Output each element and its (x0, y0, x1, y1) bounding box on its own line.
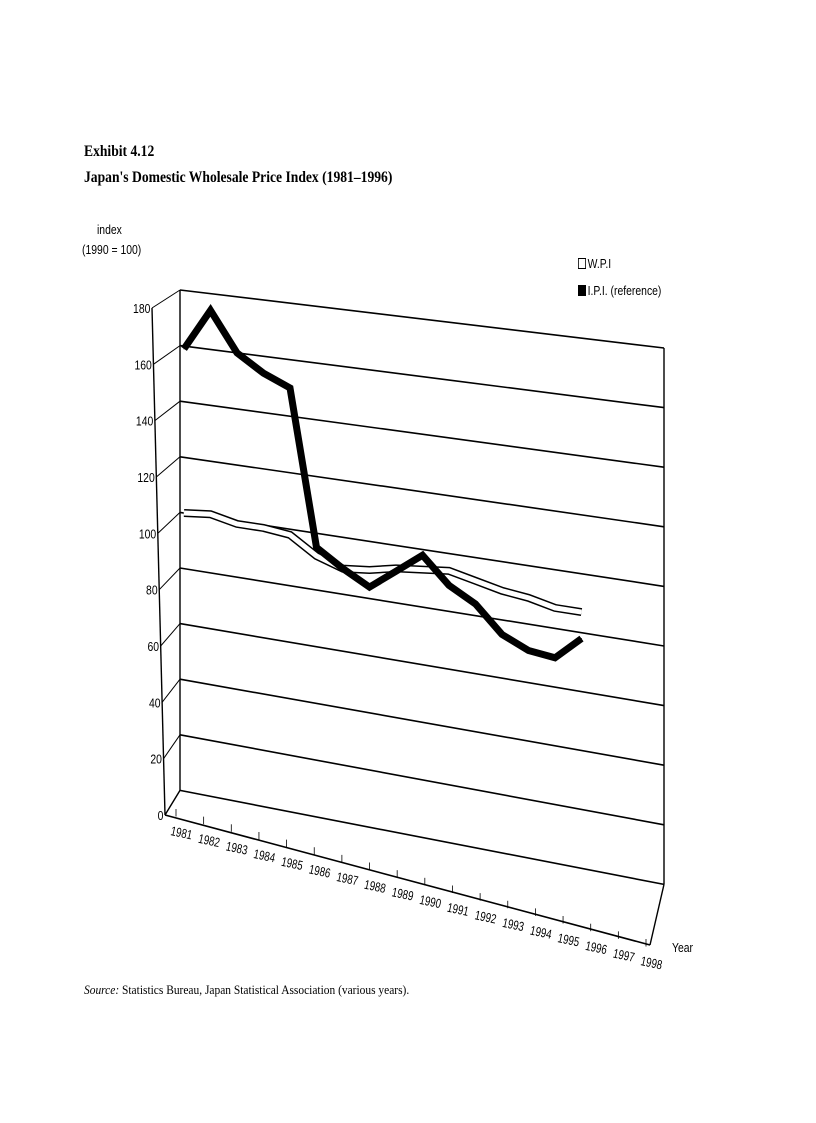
y-tick-label: 20 (150, 753, 162, 767)
x-tick-label: 1981 (169, 825, 193, 843)
ipi-point-1985 (289, 387, 291, 389)
axis-tick-160 (153, 345, 181, 365)
y-tick-label: 120 (137, 471, 155, 485)
ipi-point-1994 (528, 649, 529, 651)
ipi-point-1995 (554, 657, 556, 659)
x-tick-label: 1987 (335, 871, 359, 889)
wpi-point-1994 (528, 597, 529, 599)
x-tick-label: 1998 (639, 955, 663, 973)
legend-item-wpi: W.P.I (578, 256, 611, 271)
gridline-20 (179, 734, 665, 826)
y-tick-label: 100 (139, 527, 157, 541)
wpi-point-1993 (501, 590, 503, 592)
gridline-80 (179, 567, 665, 647)
x-tick-label: 1982 (197, 833, 221, 851)
ipi-point-1982 (210, 309, 211, 311)
ipi-point-1987 (342, 568, 344, 570)
legend-label-wpi: W.P.I (587, 256, 612, 271)
gridline-180 (179, 289, 665, 349)
ipi-point-1990 (422, 554, 423, 556)
x-tick-label: 1985 (280, 856, 304, 874)
ipi-point-1993 (501, 633, 503, 635)
x-tick-label: 1992 (473, 909, 497, 927)
wpi-point-1982 (210, 513, 211, 515)
y-tick-label: 80 (146, 584, 158, 598)
wpi-point-1985 (289, 534, 291, 536)
axis-tick-20 (163, 734, 181, 759)
x-tick-label: 1997 (612, 947, 636, 965)
chart-title: Japan's Domestic Wholesale Price Index (… (84, 169, 393, 186)
ipi-point-1981 (183, 348, 185, 350)
ipi-point-1983 (236, 352, 238, 354)
y-axis-label-base: (1990 = 100) (82, 242, 142, 257)
wpi-point-1984 (263, 527, 264, 529)
wpi-point-1990 (422, 569, 423, 571)
series-ipi-line (181, 304, 584, 662)
axis-tick-60 (160, 623, 181, 647)
wpi-point-1991 (448, 570, 450, 572)
y-tick-label: 140 (136, 415, 154, 429)
gridline-120 (179, 456, 665, 528)
legend-swatch-wpi (578, 258, 586, 269)
x-tick-label: 1989 (390, 886, 414, 904)
x-tick-label: 1986 (308, 863, 332, 881)
gridline-160 (179, 344, 665, 409)
y-tick-label: 160 (134, 358, 152, 372)
y-tick-label: 60 (147, 640, 159, 654)
wpi-point-1992 (475, 580, 476, 582)
ipi-point-1989 (395, 570, 397, 572)
x-tick-label: 1984 (252, 848, 277, 866)
x-tick-label: 1990 (418, 894, 442, 912)
y-tick-label: 180 (133, 302, 151, 316)
axis-tick-80 (158, 567, 181, 591)
x-tick-label: 1993 (501, 917, 525, 935)
legend-item-ipi: I.P.I. (reference) (578, 283, 661, 298)
wpi-point-1986 (316, 555, 317, 557)
ipi-point-1991 (448, 584, 450, 586)
axis-tick-120 (156, 456, 181, 478)
x-axis-title: Year (672, 941, 693, 955)
wpi-point-1995 (554, 607, 556, 609)
axis-tick-140 (154, 400, 181, 422)
x-tick-label: 1995 (556, 932, 580, 950)
gridline-140 (179, 400, 665, 468)
y-axis-label: index (97, 222, 122, 237)
wpi-point-1981 (183, 512, 185, 514)
axis-tick-40 (161, 678, 181, 703)
ipi-point-1984 (263, 372, 264, 374)
gridline-0 (179, 789, 665, 886)
source-text: Statistics Bureau, Japan Statistical Ass… (122, 982, 410, 997)
legend-swatch-ipi (578, 285, 586, 296)
wpi-point-1983 (236, 523, 238, 525)
series-wpi-line (183, 510, 582, 615)
axis-tick-100 (157, 512, 181, 534)
wpi-point-1988 (369, 569, 370, 571)
y-axis-line (151, 307, 166, 816)
wpi-point-1996 (581, 611, 582, 613)
ipi-point-1996 (581, 638, 582, 640)
gridline-40 (179, 678, 665, 766)
y-tick-label: 40 (149, 696, 161, 710)
x-tick-label: 1983 (225, 840, 249, 858)
source-note: Source: Statistics Bureau, Japan Statist… (84, 982, 409, 998)
x-tick-label: 1991 (446, 902, 470, 920)
ipi-point-1988 (369, 586, 370, 588)
x-tick-label: 1988 (363, 879, 387, 897)
gridline-60 (179, 622, 665, 707)
axis-tick-180 (151, 289, 181, 309)
x-tick-label: 1994 (529, 924, 554, 942)
floor-right-edge (649, 884, 665, 946)
floor-left-edge (164, 790, 181, 816)
ipi-point-1992 (475, 603, 476, 605)
ipi-point-1986 (316, 546, 317, 548)
x-tick-label: 1996 (584, 940, 608, 958)
exhibit-number: Exhibit 4.12 (84, 143, 155, 160)
y-tick-label: 0 (158, 809, 164, 823)
source-label: Source: (84, 982, 120, 997)
floor-front-edge (164, 814, 651, 946)
legend-label-ipi: I.P.I. (reference) (587, 283, 662, 298)
